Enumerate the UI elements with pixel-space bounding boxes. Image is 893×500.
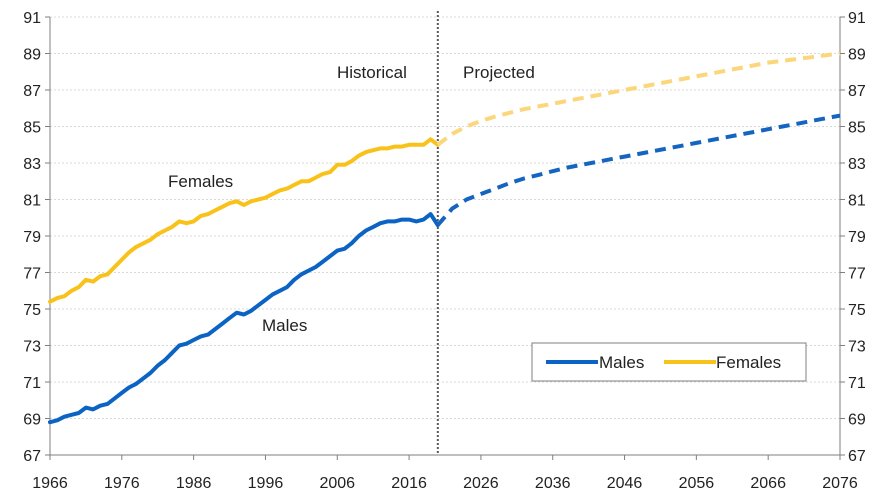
legend: Males Females xyxy=(531,342,807,382)
y-tick-label-right: 81 xyxy=(848,193,866,210)
x-tick-label: 2006 xyxy=(319,475,355,492)
y-tick-label-left: 81 xyxy=(23,193,41,210)
x-tick-label: 2076 xyxy=(822,475,858,492)
legend-label-males: Males xyxy=(599,353,644,372)
y-tick-label-left: 69 xyxy=(23,412,41,429)
y-tick-label-right: 67 xyxy=(848,448,866,465)
y-tick-label-left: 75 xyxy=(23,302,41,319)
x-tick-label: 2026 xyxy=(463,475,499,492)
x-tick-label: 1976 xyxy=(104,475,140,492)
x-tick-label: 1966 xyxy=(32,475,68,492)
y-tick-label-right: 79 xyxy=(848,229,866,246)
x-tick-label: 2056 xyxy=(679,475,715,492)
series-males-projected-line xyxy=(436,113,841,227)
annotation-projected: Projected xyxy=(463,63,535,82)
y-axis-left-tick-labels: 67 69 71 73 75 77 79 81 83 85 87 89 91 xyxy=(23,10,41,465)
x-axis-tick-labels: 1966 1976 1986 1996 2006 2016 2026 2036 2046 2056… xyxy=(32,475,858,492)
annotation-females: Females xyxy=(168,172,233,191)
series-females-projected-line xyxy=(436,51,841,147)
y-tick-label-left: 67 xyxy=(23,448,41,465)
annotation-males: Males xyxy=(262,316,307,335)
y-tick-label-right: 85 xyxy=(848,120,866,137)
series-lines xyxy=(48,51,841,425)
x-tick-label: 2046 xyxy=(607,475,643,492)
y-tick-label-right: 87 xyxy=(848,83,866,100)
x-tick-label: 2066 xyxy=(750,475,786,492)
y-tick-label-right: 89 xyxy=(848,47,866,64)
y-tick-label-left: 87 xyxy=(23,83,41,100)
y-tick-label-right: 77 xyxy=(848,266,866,283)
y-tick-label-right: 69 xyxy=(848,412,866,429)
annotation-historical: Historical xyxy=(337,63,407,82)
axes xyxy=(45,16,845,460)
series-females-historical-line xyxy=(48,137,440,304)
y-tick-label-left: 89 xyxy=(23,47,41,64)
y-tick-label-left: 73 xyxy=(23,339,41,356)
x-tick-label: 1996 xyxy=(248,475,284,492)
y-tick-label-left: 71 xyxy=(23,375,41,392)
y-tick-label-right: 91 xyxy=(848,10,866,27)
legend-label-females: Females xyxy=(716,353,781,372)
y-tick-label-right: 73 xyxy=(848,339,866,356)
y-axis-right-tick-labels: 67 69 71 73 75 77 79 81 83 85 87 89 91 xyxy=(848,10,866,465)
y-tick-label-left: 91 xyxy=(23,10,41,27)
x-tick-label: 1986 xyxy=(176,475,212,492)
y-tick-label-right: 71 xyxy=(848,375,866,392)
y-tick-label-left: 83 xyxy=(23,156,41,173)
y-tick-label-left: 85 xyxy=(23,120,41,137)
y-tick-label-right: 75 xyxy=(848,302,866,319)
x-tick-label: 2036 xyxy=(535,475,571,492)
y-tick-label-left: 79 xyxy=(23,229,41,246)
x-tick-label: 2016 xyxy=(391,475,427,492)
y-tick-label-left: 77 xyxy=(23,266,41,283)
series-males-historical-line xyxy=(48,212,440,425)
y-tick-label-right: 83 xyxy=(848,156,866,173)
